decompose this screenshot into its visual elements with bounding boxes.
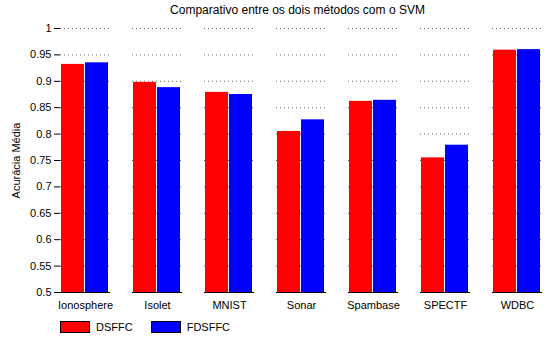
svg-text:Sonar: Sonar [287,299,317,311]
svg-text:MNIST: MNIST [212,299,247,311]
svg-text:Isolet: Isolet [144,299,170,311]
svg-text:0.5: 0.5 [36,286,51,298]
svg-text:0.6: 0.6 [36,233,51,245]
svg-text:0.9: 0.9 [36,75,51,87]
svg-text:0.85: 0.85 [30,101,51,113]
html-text:Comparativo entre os dois méto: Comparativo entre os dois métodos com o … [170,3,425,17]
svg-text:WDBC: WDBC [501,299,535,311]
svg-text:0.75: 0.75 [30,154,51,166]
svg-text:0.8: 0.8 [36,128,51,140]
svg-text:1: 1 [45,22,51,34]
svg-text:0.65: 0.65 [30,207,51,219]
svg-text:Acurácia Média: Acurácia Média [10,122,22,199]
svg-text:0.55: 0.55 [30,260,51,272]
html-text:DSFFC: DSFFC [96,321,133,333]
svg-text:0.95: 0.95 [30,48,51,60]
svg-text:SPECTF: SPECTF [424,299,468,311]
svg-text:0.7: 0.7 [36,180,51,192]
svg-text:Ionosphere: Ionosphere [58,299,113,311]
svg-text:Spambase: Spambase [347,299,400,311]
html-text:FDSFFC: FDSFFC [186,321,231,333]
